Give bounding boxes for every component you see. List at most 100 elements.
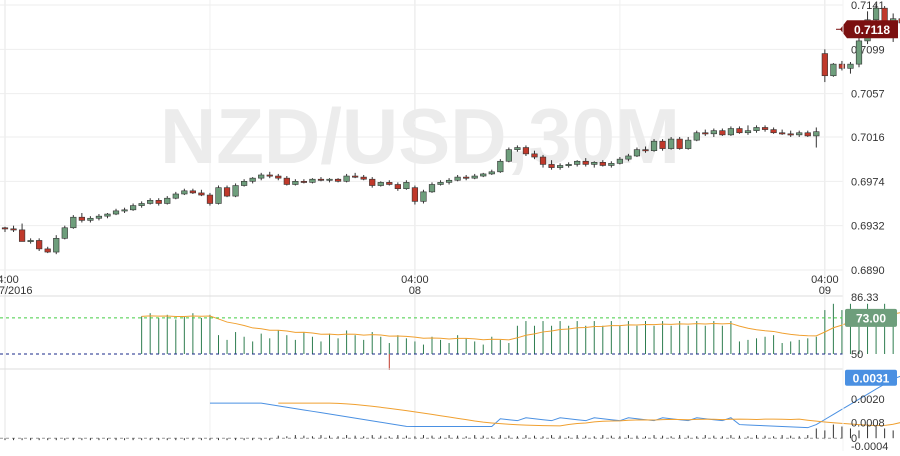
candle-body bbox=[147, 200, 154, 204]
candle-body bbox=[659, 140, 666, 149]
candle-body bbox=[215, 187, 222, 204]
candle-body bbox=[334, 178, 342, 182]
candle-body bbox=[616, 158, 623, 164]
candle-body bbox=[565, 164, 572, 166]
chart-watermark-title: NZD/USD,30M bbox=[160, 92, 680, 180]
candle-body bbox=[343, 175, 350, 182]
candle-body bbox=[813, 131, 820, 137]
price-tick-label: 0.7141 bbox=[851, 0, 885, 12]
candle-body bbox=[898, 18, 900, 24]
candle-body bbox=[855, 40, 863, 65]
candle-body bbox=[164, 197, 171, 204]
indicator-2-line-1 bbox=[209, 375, 900, 429]
candle-body bbox=[505, 149, 512, 162]
candle-body bbox=[78, 216, 85, 221]
candle-body bbox=[386, 182, 393, 185]
indicator-1-bars bbox=[141, 303, 894, 354]
indicator-2-axis-label: 0.0008 bbox=[851, 418, 885, 430]
time-axis-sublabel: 09 bbox=[819, 285, 831, 297]
candle-body bbox=[258, 174, 265, 179]
candle-body bbox=[445, 179, 453, 183]
candle-body bbox=[591, 162, 598, 165]
candle-body bbox=[283, 177, 290, 185]
candle-body bbox=[232, 185, 239, 197]
candle-body bbox=[326, 178, 333, 181]
candle-body bbox=[548, 164, 555, 168]
candle-body bbox=[761, 127, 769, 130]
time-axis-label: 04:00 bbox=[401, 274, 429, 286]
candle-body bbox=[1, 227, 9, 230]
candle-body bbox=[642, 149, 649, 152]
candle-body bbox=[249, 177, 256, 182]
candle-body bbox=[821, 53, 828, 77]
candle-body bbox=[44, 248, 51, 253]
candle-body bbox=[796, 132, 803, 136]
candle-body bbox=[838, 63, 846, 69]
candle-body bbox=[104, 213, 111, 217]
candle-body bbox=[121, 209, 128, 212]
candle-body bbox=[189, 190, 196, 194]
candle-body bbox=[53, 238, 60, 253]
time-axis-sublabel: 06/07/2016 bbox=[0, 285, 33, 297]
candle-body bbox=[693, 132, 700, 141]
candle-body bbox=[719, 130, 726, 136]
candle-body bbox=[181, 190, 188, 195]
candle-body bbox=[87, 217, 94, 221]
candle-body bbox=[317, 178, 325, 181]
candle-body bbox=[727, 128, 734, 136]
candle-body bbox=[18, 229, 26, 242]
indicator-1-line bbox=[141, 312, 900, 341]
candle-body bbox=[454, 176, 461, 181]
candle-body bbox=[847, 63, 854, 69]
candle-body bbox=[710, 130, 717, 135]
candle-body bbox=[61, 227, 68, 239]
candle-body bbox=[241, 181, 248, 186]
time-axis-label: 04:00 bbox=[811, 274, 839, 286]
candle-body bbox=[27, 240, 34, 242]
price-tick-label: 0.7057 bbox=[851, 89, 885, 101]
candle-body bbox=[488, 171, 495, 175]
candle-body bbox=[770, 129, 777, 134]
candle-body bbox=[744, 130, 752, 134]
time-axis-label: 04:00 bbox=[0, 274, 19, 286]
candle-body bbox=[394, 184, 401, 190]
candle-body bbox=[685, 139, 692, 149]
candle-body bbox=[377, 182, 384, 186]
candle-body bbox=[437, 182, 444, 185]
candle-body bbox=[787, 133, 794, 136]
indicator-1-axis-label: 50 bbox=[851, 349, 863, 361]
candle-body bbox=[206, 194, 214, 204]
candle-body bbox=[223, 187, 231, 197]
candle-body bbox=[804, 132, 811, 137]
candle-body bbox=[112, 210, 120, 215]
candle-body bbox=[480, 173, 487, 177]
current-price-label: 0.7118 bbox=[854, 23, 890, 37]
candle-body bbox=[633, 149, 641, 157]
candle-body bbox=[702, 132, 709, 135]
price-tick-label: 0.6890 bbox=[851, 265, 885, 277]
candle-body bbox=[420, 191, 427, 202]
candle-body bbox=[463, 176, 470, 179]
indicator-2-badge bbox=[845, 369, 897, 386]
indicator-2-axis-label: 0 bbox=[851, 433, 857, 445]
candle-body bbox=[625, 155, 632, 160]
candle-body bbox=[522, 147, 530, 155]
candle-body bbox=[352, 175, 359, 178]
candle-body bbox=[608, 163, 615, 166]
candle-body bbox=[471, 175, 478, 179]
candle-body bbox=[292, 181, 299, 185]
candle-body bbox=[36, 240, 43, 250]
candle-body bbox=[403, 182, 410, 190]
candle-body bbox=[411, 187, 419, 202]
indicator-1-value-label: 73.00 bbox=[856, 311, 886, 325]
candle-body bbox=[275, 175, 282, 179]
candle-body bbox=[556, 165, 564, 168]
candle-body bbox=[10, 228, 17, 231]
indicator-2-line-2 bbox=[278, 402, 900, 427]
price-tick-label: 0.6974 bbox=[851, 176, 885, 188]
candle-body bbox=[539, 156, 547, 165]
candle-body bbox=[266, 174, 273, 177]
candle-body bbox=[172, 193, 179, 199]
candle-body bbox=[138, 203, 145, 206]
candle-body bbox=[872, 7, 880, 21]
